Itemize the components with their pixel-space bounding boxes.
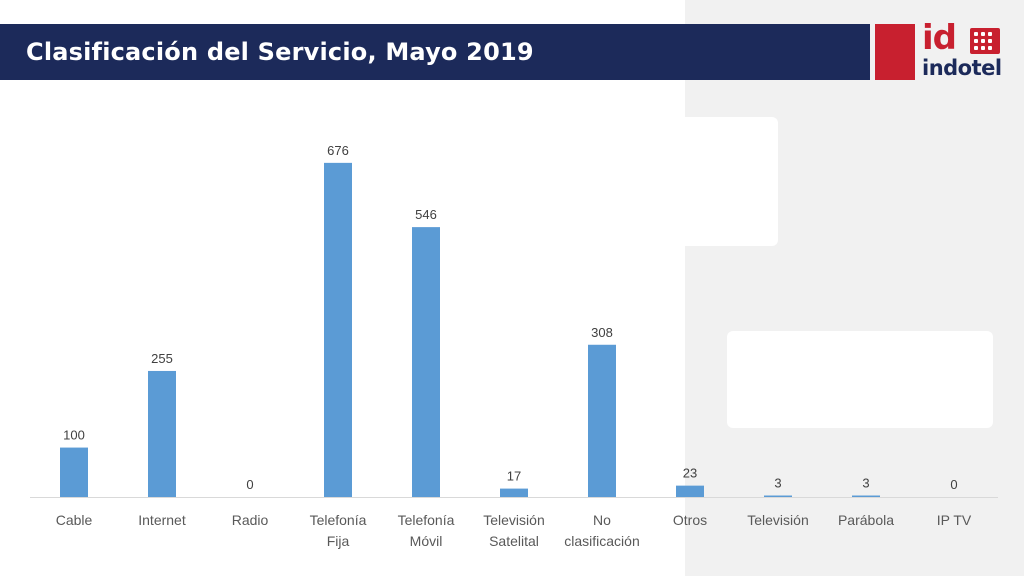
bar-1 — [148, 370, 176, 497]
logo-wordmark: indotel — [922, 56, 1002, 80]
category-label-9: Parábola — [838, 512, 894, 528]
data-label-10: 0 — [950, 477, 957, 492]
data-label-1: 255 — [151, 351, 173, 366]
category-label-8: Televisión — [747, 512, 808, 528]
data-label-7: 23 — [683, 466, 697, 481]
category-label-3: Telefonía Fija — [310, 512, 367, 549]
category-labels-group: Cable Internet Radio Telefonía Fija Telefonía… — [56, 512, 972, 549]
data-label-6: 308 — [591, 325, 613, 340]
category-label-5: Televisión Satelital — [483, 512, 544, 549]
indotel-logo: id indotel — [918, 18, 1008, 84]
bar-8 — [764, 495, 792, 497]
data-label-2: 0 — [246, 477, 253, 492]
title-bar: Clasificación del Servicio, Mayo 2019 — [0, 24, 870, 80]
data-label-9: 3 — [862, 476, 869, 491]
bar-6 — [588, 344, 616, 497]
bar-0 — [60, 447, 88, 497]
category-label-10: IP TV — [937, 512, 972, 528]
bar-7 — [676, 485, 704, 497]
logo-grid-icon — [970, 28, 1000, 54]
category-label-7: Otros — [673, 512, 707, 528]
data-label-3: 676 — [327, 143, 349, 158]
bar-9 — [852, 495, 880, 497]
logo-red-block — [875, 24, 915, 80]
category-label-6: No clasificación — [564, 512, 639, 549]
background-panel — [685, 0, 1024, 576]
bar-5 — [500, 488, 528, 497]
category-label-2: Radio — [232, 512, 269, 528]
data-label-4: 546 — [415, 207, 437, 222]
data-label-0: 100 — [63, 428, 85, 443]
logo-mark: id — [922, 18, 957, 58]
data-label-8: 3 — [774, 476, 781, 491]
background-card-lower — [727, 331, 993, 428]
data-label-5: 17 — [507, 469, 521, 484]
bar-3 — [324, 162, 352, 497]
data-labels-group: 100 255 0 676 546 17 308 23 3 3 0 — [63, 143, 957, 492]
category-label-0: Cable — [56, 512, 93, 528]
bars-group — [60, 162, 880, 497]
category-label-4: Telefonía Móvil — [398, 512, 455, 549]
bar-4 — [412, 227, 440, 497]
category-label-1: Internet — [138, 512, 186, 528]
background-card-upper — [672, 117, 778, 246]
page-title: Clasificación del Servicio, Mayo 2019 — [26, 38, 534, 66]
